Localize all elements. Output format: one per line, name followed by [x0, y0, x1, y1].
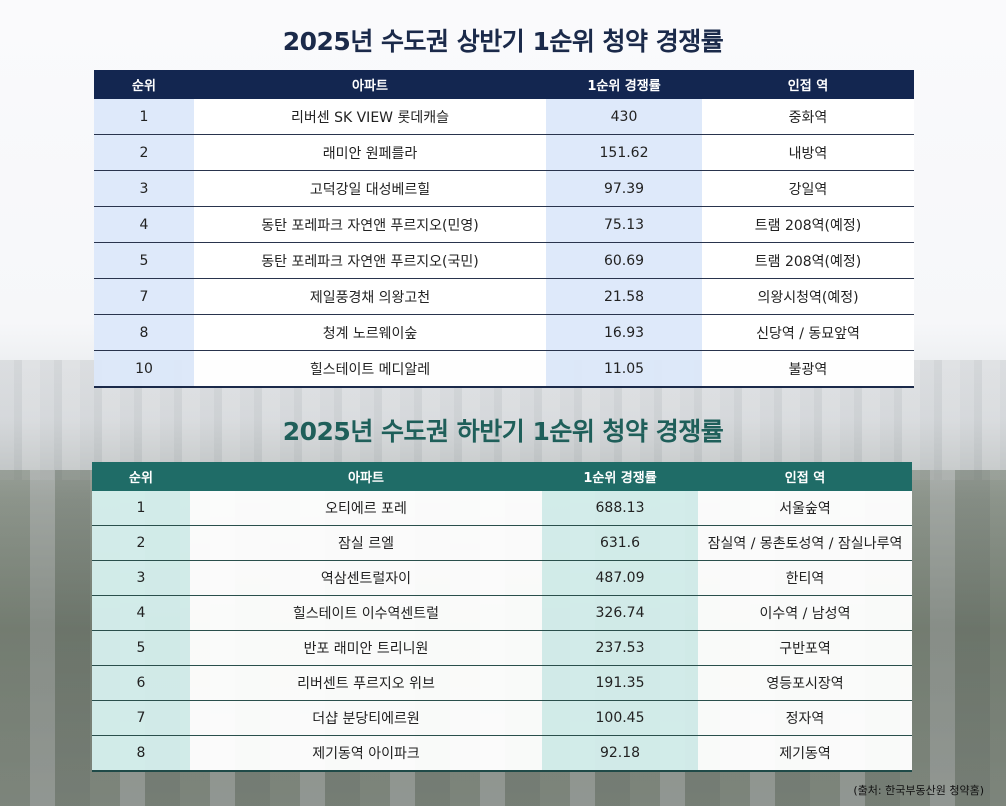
rank-cell: 4 [94, 206, 194, 243]
header-apartment: 아파트 [190, 462, 542, 491]
competition-rate-cell: 97.39 [546, 170, 702, 207]
nearby-station-cell: 신당역 / 동묘앞역 [702, 314, 914, 351]
table-row: 4 동탄 포레파크 자연앤 푸르지오(민영) 75.13 트램 208역(예정) [94, 206, 914, 243]
header-competition-rate: 1순위 경쟁률 [542, 462, 698, 491]
table-row: 8 제기동역 아이파크 92.18 제기동역 [92, 735, 912, 772]
competition-rate-cell: 151.62 [546, 134, 702, 171]
rank-cell: 6 [92, 665, 190, 701]
rank-cell: 3 [92, 560, 190, 596]
table-row: 5 동탄 포레파크 자연앤 푸르지오(국민) 60.69 트램 208역(예정) [94, 242, 914, 279]
nearby-station-cell: 잠실역 / 몽촌토성역 / 잠실나루역 [698, 525, 912, 561]
table-row: 4 힐스테이트 이수역센트럴 326.74 이수역 / 남성역 [92, 595, 912, 631]
table-header-row: 순위 아파트 1순위 경쟁률 인접 역 [92, 462, 912, 491]
competition-rate-cell: 487.09 [542, 560, 698, 596]
rank-cell: 2 [92, 525, 190, 561]
rank-cell: 8 [94, 314, 194, 351]
apartment-cell: 힐스테이트 메디알레 [194, 350, 546, 388]
rank-cell: 10 [94, 350, 194, 388]
rank-cell: 2 [94, 134, 194, 171]
competition-rate-cell: 326.74 [542, 595, 698, 631]
rank-cell: 7 [92, 700, 190, 736]
apartment-cell: 동탄 포레파크 자연앤 푸르지오(민영) [194, 206, 546, 243]
table-row: 10 힐스테이트 메디알레 11.05 불광역 [94, 350, 914, 388]
competition-rate-cell: 631.6 [542, 525, 698, 561]
nearby-station-cell: 제기동역 [698, 735, 912, 772]
competition-rate-cell: 21.58 [546, 278, 702, 315]
nearby-station-cell: 트램 208역(예정) [702, 242, 914, 279]
apartment-cell: 동탄 포레파크 자연앤 푸르지오(국민) [194, 242, 546, 279]
apartment-cell: 힐스테이트 이수역센트럴 [190, 595, 542, 631]
table-row: 1 오티에르 포레 688.13 서울숲역 [92, 491, 912, 526]
header-rank: 순위 [92, 462, 190, 491]
table-row: 3 고덕강일 대성베르힐 97.39 강일역 [94, 170, 914, 207]
nearby-station-cell: 중화역 [702, 99, 914, 135]
apartment-cell: 청계 노르웨이숲 [194, 314, 546, 351]
competition-rate-cell: 11.05 [546, 350, 702, 388]
rank-cell: 1 [94, 99, 194, 135]
nearby-station-cell: 불광역 [702, 350, 914, 388]
nearby-station-cell: 내방역 [702, 134, 914, 171]
competition-rate-cell: 191.35 [542, 665, 698, 701]
competition-rate-cell: 16.93 [546, 314, 702, 351]
bottom-table-title: 2025년 수도권 하반기 1순위 청약 경쟁률 [282, 417, 724, 446]
first-half-ranking-table: 순위 아파트 1순위 경쟁률 인접 역 1 리버센 SK VIEW 롯데캐슬 430… [94, 70, 914, 388]
apartment-cell: 제일풍경채 의왕고천 [194, 278, 546, 315]
nearby-station-cell: 이수역 / 남성역 [698, 595, 912, 631]
source-caption: (출처: 한국부동산원 청약홈) [853, 784, 984, 797]
table-row: 8 청계 노르웨이숲 16.93 신당역 / 동묘앞역 [94, 314, 914, 351]
header-nearby-station: 인접 역 [698, 462, 912, 491]
competition-rate-cell: 688.13 [542, 491, 698, 526]
rank-cell: 1 [92, 491, 190, 526]
competition-rate-cell: 237.53 [542, 630, 698, 666]
nearby-station-cell: 트램 208역(예정) [702, 206, 914, 243]
nearby-station-cell: 영등포시장역 [698, 665, 912, 701]
apartment-cell: 고덕강일 대성베르힐 [194, 170, 546, 207]
rank-cell: 8 [92, 735, 190, 772]
rank-cell: 3 [94, 170, 194, 207]
table-row: 1 리버센 SK VIEW 롯데캐슬 430 중화역 [94, 99, 914, 135]
rank-cell: 4 [92, 595, 190, 631]
apartment-cell: 역삼센트럴자이 [190, 560, 542, 596]
nearby-station-cell: 구반포역 [698, 630, 912, 666]
competition-rate-cell: 75.13 [546, 206, 702, 243]
apartment-cell: 리버센 SK VIEW 롯데캐슬 [194, 99, 546, 135]
second-half-ranking-table: 순위 아파트 1순위 경쟁률 인접 역 1 오티에르 포레 688.13 서울숲역 2 잠… [92, 462, 912, 772]
apartment-cell: 래미안 원페를라 [194, 134, 546, 171]
rank-cell: 5 [92, 630, 190, 666]
competition-rate-cell: 100.45 [542, 700, 698, 736]
table-row: 3 역삼센트럴자이 487.09 한티역 [92, 560, 912, 596]
table-row: 2 래미안 원페를라 151.62 내방역 [94, 134, 914, 171]
table-header-row: 순위 아파트 1순위 경쟁률 인접 역 [94, 70, 914, 99]
competition-rate-cell: 430 [546, 99, 702, 135]
rank-cell: 7 [94, 278, 194, 315]
nearby-station-cell: 정자역 [698, 700, 912, 736]
table-row: 5 반포 래미안 트리니원 237.53 구반포역 [92, 630, 912, 666]
competition-rate-cell: 60.69 [546, 242, 702, 279]
nearby-station-cell: 강일역 [702, 170, 914, 207]
top-table-title: 2025년 수도권 상반기 1순위 청약 경쟁률 [282, 27, 724, 56]
nearby-station-cell: 한티역 [698, 560, 912, 596]
table-row: 7 더샵 분당티에르원 100.45 정자역 [92, 700, 912, 736]
table-row: 2 잠실 르엘 631.6 잠실역 / 몽촌토성역 / 잠실나루역 [92, 525, 912, 561]
apartment-cell: 더샵 분당티에르원 [190, 700, 542, 736]
apartment-cell: 제기동역 아이파크 [190, 735, 542, 772]
rank-cell: 5 [94, 242, 194, 279]
apartment-cell: 리버센트 푸르지오 위브 [190, 665, 542, 701]
apartment-cell: 잠실 르엘 [190, 525, 542, 561]
nearby-station-cell: 의왕시청역(예정) [702, 278, 914, 315]
header-rank: 순위 [94, 70, 194, 99]
table-row: 7 제일풍경채 의왕고천 21.58 의왕시청역(예정) [94, 278, 914, 315]
apartment-cell: 반포 래미안 트리니원 [190, 630, 542, 666]
table-row: 6 리버센트 푸르지오 위브 191.35 영등포시장역 [92, 665, 912, 701]
header-apartment: 아파트 [194, 70, 546, 99]
header-competition-rate: 1순위 경쟁률 [546, 70, 702, 99]
competition-rate-cell: 92.18 [542, 735, 698, 772]
apartment-cell: 오티에르 포레 [190, 491, 542, 526]
header-nearby-station: 인접 역 [702, 70, 914, 99]
nearby-station-cell: 서울숲역 [698, 491, 912, 526]
